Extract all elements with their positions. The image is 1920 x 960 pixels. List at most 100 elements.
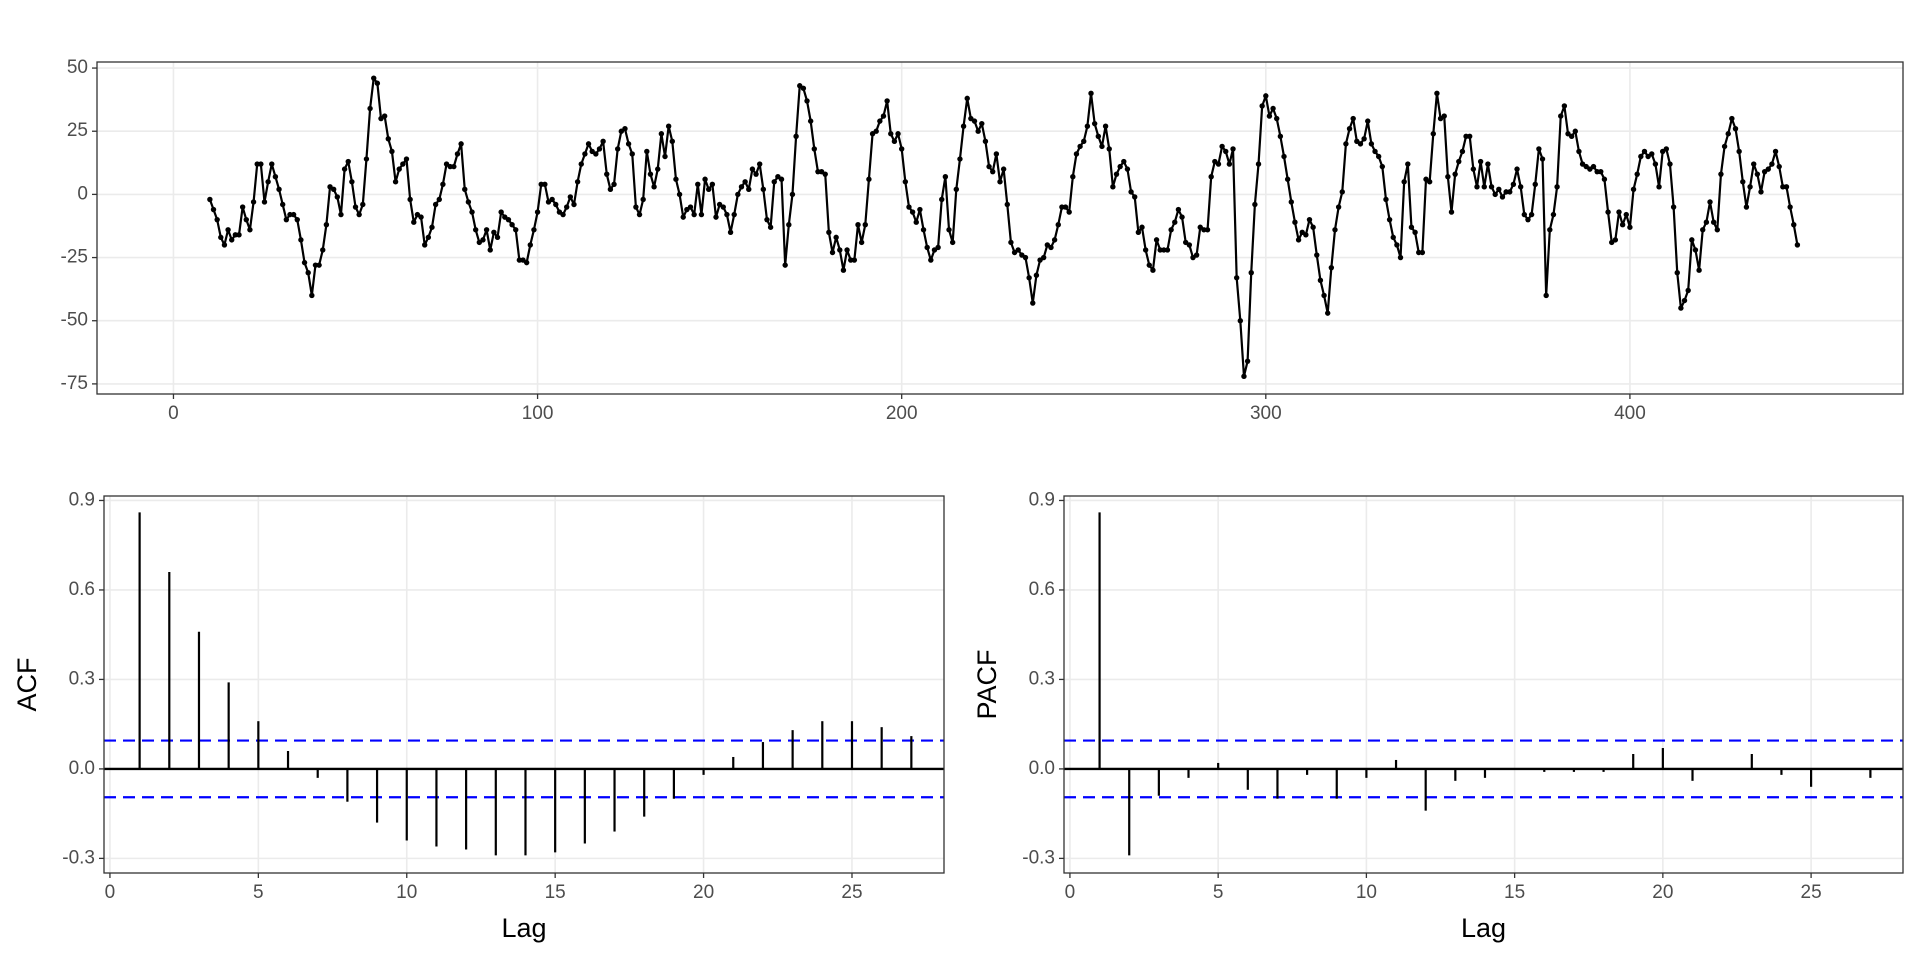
data-point xyxy=(1048,244,1054,251)
data-point xyxy=(953,186,960,193)
data-point xyxy=(1754,171,1761,177)
y-tick-label: 0.6 xyxy=(1029,579,1055,600)
data-point xyxy=(706,186,712,193)
data-point xyxy=(1405,161,1411,167)
data-point xyxy=(1394,242,1400,248)
data-point xyxy=(1740,179,1746,185)
data-point xyxy=(986,163,992,170)
data-point xyxy=(1073,151,1080,157)
data-point xyxy=(440,181,446,187)
data-point xyxy=(877,118,883,124)
data-point xyxy=(1077,143,1083,150)
data-point xyxy=(392,179,399,185)
data-point xyxy=(1295,237,1302,243)
data-point xyxy=(917,206,923,213)
data-point xyxy=(789,191,796,198)
data-point xyxy=(1627,224,1633,230)
data-point xyxy=(1445,174,1451,180)
data-point xyxy=(695,181,701,187)
data-point xyxy=(1456,158,1462,165)
data-point xyxy=(1787,204,1793,210)
panel-background xyxy=(97,62,1903,394)
data-point xyxy=(971,118,978,124)
data-point xyxy=(600,138,606,145)
data-point xyxy=(993,151,1000,157)
data-point xyxy=(873,128,879,134)
data-point xyxy=(920,227,927,233)
data-point xyxy=(1365,118,1371,124)
data-point xyxy=(1281,153,1287,160)
data-point xyxy=(531,227,537,233)
data-point xyxy=(1536,146,1542,152)
data-point xyxy=(720,204,726,210)
data-point xyxy=(236,232,242,238)
data-point xyxy=(553,201,559,208)
data-point xyxy=(363,156,370,162)
data-point xyxy=(1448,209,1455,215)
data-point xyxy=(239,204,246,210)
data-point xyxy=(309,292,315,299)
data-point xyxy=(229,237,235,243)
data-point xyxy=(352,204,359,210)
data-point xyxy=(909,209,916,215)
y-tick-label: 0.9 xyxy=(69,489,95,510)
data-point xyxy=(491,229,497,235)
data-point xyxy=(713,214,719,220)
data-point xyxy=(895,131,901,137)
x-tick-label: 25 xyxy=(1801,882,1822,903)
data-point xyxy=(1543,292,1549,299)
data-point xyxy=(640,196,646,203)
x-axis-title: Lag xyxy=(501,913,546,943)
data-point xyxy=(1470,166,1477,172)
data-point xyxy=(756,161,763,167)
data-point xyxy=(1099,143,1105,150)
data-point xyxy=(1008,239,1014,246)
data-point xyxy=(1601,176,1608,182)
data-point xyxy=(607,186,614,193)
data-point xyxy=(1517,184,1524,190)
data-point xyxy=(560,211,566,218)
data-point xyxy=(731,211,737,218)
data-point xyxy=(210,206,217,213)
x-tick-label: 5 xyxy=(253,882,264,903)
data-point xyxy=(487,247,493,253)
data-point xyxy=(957,156,963,162)
data-point xyxy=(844,247,850,253)
data-point xyxy=(349,179,355,185)
data-point xyxy=(596,146,603,152)
data-point xyxy=(225,227,231,233)
data-point xyxy=(651,184,657,190)
data-point xyxy=(1539,156,1546,162)
data-point xyxy=(1226,161,1233,167)
data-point xyxy=(975,128,981,134)
data-point xyxy=(1598,168,1604,175)
data-point xyxy=(702,176,708,182)
data-point xyxy=(1794,242,1801,248)
data-point xyxy=(418,214,424,220)
data-point xyxy=(1481,184,1487,190)
y-tick-label: 0.6 xyxy=(69,579,95,600)
data-point xyxy=(1692,247,1699,253)
data-point xyxy=(669,138,675,145)
x-tick-label: 15 xyxy=(545,882,566,903)
data-point xyxy=(469,209,475,215)
x-tick-label: 5 xyxy=(1213,882,1224,903)
data-point xyxy=(411,219,417,225)
data-point xyxy=(1619,222,1626,228)
data-point xyxy=(687,204,694,210)
data-point xyxy=(1325,310,1331,316)
data-point xyxy=(622,126,628,132)
data-point xyxy=(1066,209,1072,215)
data-point xyxy=(826,229,832,235)
data-point xyxy=(1532,181,1538,187)
data-point xyxy=(527,242,533,248)
data-point xyxy=(425,234,432,241)
data-point xyxy=(771,179,777,185)
data-point xyxy=(811,146,818,152)
data-point xyxy=(786,222,792,228)
data-point xyxy=(436,196,442,203)
data-point xyxy=(407,196,413,203)
data-point xyxy=(1630,186,1637,193)
data-point xyxy=(582,151,588,157)
